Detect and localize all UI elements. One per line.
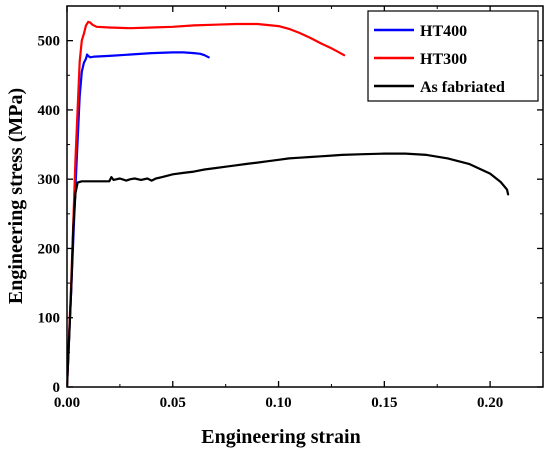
legend-label-2: As fabriated (420, 79, 505, 96)
series-line-0 (67, 51, 210, 387)
legend-label-0: HT400 (420, 23, 467, 40)
y-tick-label: 400 (38, 103, 61, 119)
x-tick-label: 0.00 (54, 395, 80, 411)
y-tick-label: 500 (38, 34, 61, 50)
y-tick-label: 100 (38, 311, 61, 327)
y-tick-label: 0 (53, 380, 61, 396)
y-tick-label: 300 (38, 172, 61, 188)
axes-layer: 0.00 0.05 0.10 0.15 0.20 0 100 200 300 400 500 (38, 6, 543, 411)
plot-frame (66, 5, 544, 388)
plot-clip-group (67, 20, 510, 387)
y-tick-label: 200 (38, 241, 61, 257)
x-axis-title: Engineering strain (201, 426, 360, 448)
y-axis-title: Engineering stress (MPa) (5, 88, 27, 304)
x-tick-label: 0.05 (160, 395, 186, 411)
x-tick-label: 0.10 (265, 395, 291, 411)
legend: HT400 HT300 As fabriated (367, 10, 539, 102)
legend-label-1: HT300 (420, 51, 467, 68)
series-layer (67, 20, 510, 387)
series-line-1 (67, 20, 346, 387)
x-tick-label: 0.15 (371, 395, 397, 411)
x-tick-label: 0.20 (477, 395, 503, 411)
series-line-2 (67, 152, 510, 387)
